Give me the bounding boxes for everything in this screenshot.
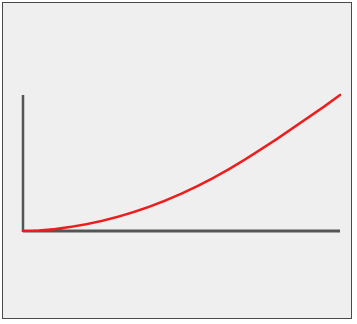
series-layer (21, 93, 342, 233)
chart-panel (2, 2, 352, 319)
chart-svg (21, 93, 342, 233)
series-line-0 (21, 93, 342, 233)
